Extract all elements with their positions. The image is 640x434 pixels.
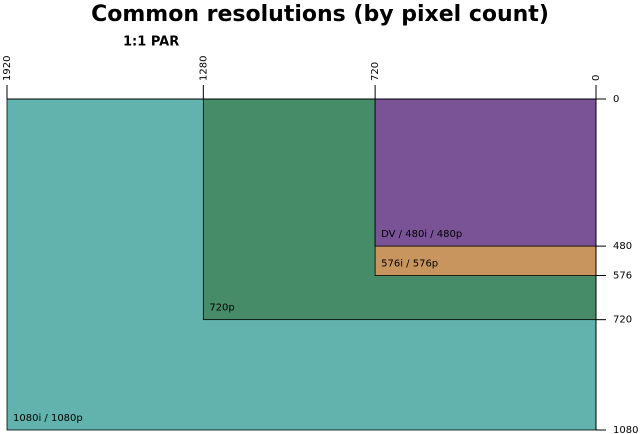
y-tick-label: 1080 xyxy=(613,425,638,434)
rect-label: 720p xyxy=(209,303,234,314)
resolution-rect xyxy=(374,98,597,247)
x-tick-label: 0 xyxy=(591,75,602,81)
x-tick-label: 720 xyxy=(370,62,381,81)
rect-label: 1080i / 1080p xyxy=(13,413,83,424)
chart-title: Common resolutions (by pixel count) xyxy=(91,2,549,27)
x-tick-label: 1280 xyxy=(198,56,209,81)
rect-label: 576i / 576p xyxy=(381,259,438,270)
y-tick-label: 480 xyxy=(613,241,632,252)
y-tick-label: 0 xyxy=(613,94,619,105)
y-tick-label: 720 xyxy=(613,315,632,326)
y-tick-label: 576 xyxy=(613,271,632,282)
chart-subtitle: 1:1 PAR xyxy=(123,35,179,50)
rect-label: DV / 480i / 480p xyxy=(381,229,462,240)
x-tick-label: 1920 xyxy=(2,56,13,81)
